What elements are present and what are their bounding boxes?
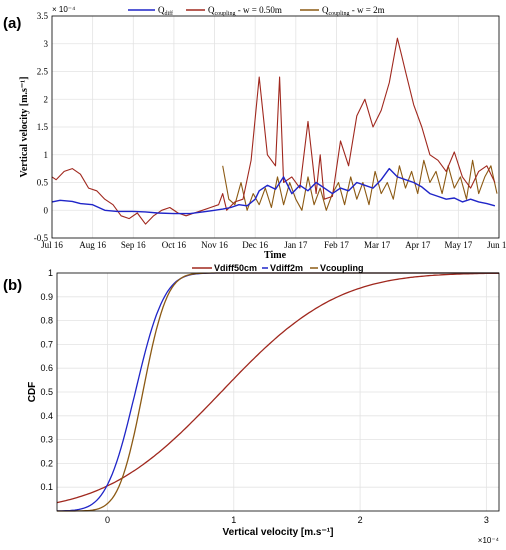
y-tick-label: 1 (48, 268, 53, 278)
x-tick-label: 3 (484, 515, 489, 525)
x-tick-label: 0 (105, 515, 110, 525)
x-tick-label: Feb 17 (324, 240, 349, 250)
y-tick-label: 0.8 (40, 316, 53, 326)
panel-b-label: (b) (3, 277, 22, 294)
x-tick-label: Aug 16 (79, 240, 106, 250)
y-tick-label: 0.5 (37, 178, 49, 188)
panel-a-y-ticks: -0.5 0 0.5 1 1.5 2 2.5 3 3.5 (34, 11, 49, 243)
y-tick-label: 0.6 (40, 363, 53, 373)
y-tick-label: 1 (44, 150, 49, 160)
legend-b-label-vdiff50cm: Vdiff50cm (214, 263, 257, 273)
legend-a-label-coupling-2: Qcoupling - w = 2m (322, 5, 385, 17)
x-tick-label: Jul 16 (41, 240, 63, 250)
x-tick-label: Apr 17 (405, 240, 431, 250)
y-tick-label: 0.5 (40, 387, 53, 397)
legend-a-label-coupling-50: Qcoupling - w = 0.50m (208, 5, 282, 17)
panel-a-x-label: Time (264, 250, 287, 261)
y-tick-label: 0.4 (40, 411, 53, 421)
series-line-2 (222, 159, 498, 211)
x-tick-label: Mar 17 (364, 240, 391, 250)
x-tick-label: Nov 16 (201, 240, 228, 250)
x-tick-label: Jun 17 (487, 240, 506, 250)
legend-a-label-diff: Qdiff (158, 5, 173, 17)
x-tick-label: Dec 16 (242, 240, 268, 250)
series-line-0 (51, 167, 496, 215)
y-tick-label: 3.5 (37, 11, 49, 21)
y-tick-label: 0.1 (40, 482, 53, 492)
series-line-1 (51, 37, 496, 225)
y-tick-label: 3 (44, 39, 49, 49)
x-tick-label: 2 (358, 515, 363, 525)
y-tick-label: 2 (44, 94, 49, 104)
panel-a-series (51, 37, 498, 225)
panel-b: (b) 0 1 2 3 0.1 0.2 0.3 0.4 0.5 0.6 0.7 0.8 0.9 1 ×1… (3, 263, 500, 545)
y-tick-label: -0.5 (34, 233, 49, 243)
y-tick-label: 0.3 (40, 435, 53, 445)
panel-b-y-label: CDF (27, 382, 38, 403)
panel-a-grid (51, 15, 500, 239)
x-tick-label: May 17 (444, 240, 472, 250)
panel-b-legend: Vdiff50cm Vdiff2m Vcoupling (192, 263, 364, 273)
panel-b-x-ticks: 0 1 2 3 (105, 515, 489, 525)
panel-b-x-multiplier: ×10⁻⁴ (478, 536, 500, 545)
panel-a-legend: Qdiff Qcoupling - w = 0.50m Qcoupling - … (128, 5, 385, 17)
y-tick-label: 2.5 (37, 67, 49, 77)
y-tick-label: 1.5 (37, 122, 49, 132)
legend-b-label-vcoupling: Vcoupling (320, 263, 364, 273)
panel-a-label: (a) (3, 15, 21, 32)
x-tick-label: Oct 16 (162, 240, 187, 250)
y-tick-label: 0 (44, 205, 49, 215)
panel-a-frame (51, 15, 500, 239)
panel-a-y-multiplier: × 10⁻⁴ (52, 5, 76, 14)
panel-a-y-label: Vertical velocity [m.s⁻¹] (19, 77, 30, 178)
panel-b-y-ticks: 0.1 0.2 0.3 0.4 0.5 0.6 0.7 0.8 0.9 1 (40, 268, 53, 492)
panel-b-x-label: Vertical velocity [m.s⁻¹] (223, 527, 334, 538)
x-tick-label: 1 (231, 515, 236, 525)
legend-b-label-vdiff2m: Vdiff2m (270, 263, 303, 273)
panel-a-x-ticks: Jul 16 Aug 16 Sep 16 Oct 16 Nov 16 Dec 16 Jan … (41, 240, 506, 250)
y-tick-label: 0.7 (40, 339, 53, 349)
x-tick-label: Jan 17 (284, 240, 308, 250)
y-tick-label: 0.2 (40, 458, 53, 468)
x-tick-label: Sep 16 (121, 240, 146, 250)
y-tick-label: 0.9 (40, 292, 53, 302)
cdf-line-0 (56, 272, 499, 504)
panel-b-frame (56, 272, 500, 512)
panel-a: (a) Jul 16 Aug 16 Sep 16 Oct 16 Nov 16 Dec 16… (3, 5, 506, 261)
